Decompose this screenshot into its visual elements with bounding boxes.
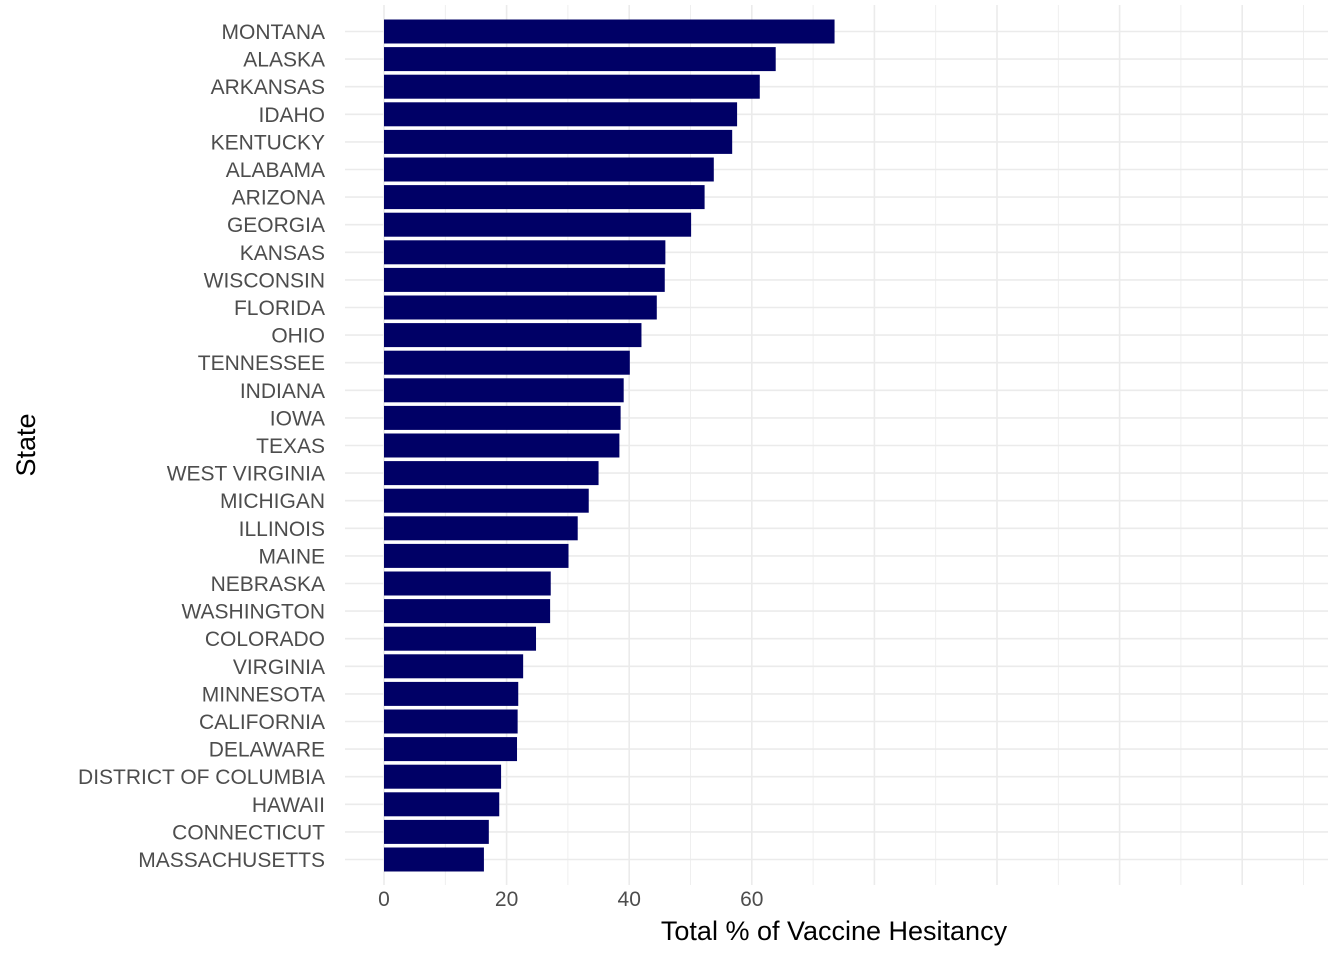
y-axis-tick-labels: MONTANA ALASKA ARKANSAS IDAHO KENTUCKY ALABAM… (78, 21, 325, 872)
bar (384, 709, 518, 734)
y-tick-label: COLORADO (205, 628, 325, 651)
y-tick-label: DISTRICT OF COLUMBIA (78, 766, 325, 789)
bar (384, 102, 738, 127)
y-tick-label: ALABAMA (226, 159, 325, 182)
y-tick-label: ARKANSAS (211, 76, 325, 99)
y-tick-label: WEST VIRGINIA (167, 463, 325, 486)
bar (384, 543, 569, 568)
y-tick-label: CONNECTICUT (172, 821, 325, 844)
y-tick-label: MICHIGAN (220, 490, 325, 513)
bar (384, 405, 621, 430)
y-tick-label: MAINE (258, 545, 325, 568)
bar (384, 129, 733, 154)
bar (384, 267, 665, 292)
y-tick-label: DELAWARE (209, 739, 325, 762)
y-tick-label: WASHINGTON (181, 601, 325, 624)
bar (384, 764, 502, 789)
bar (384, 74, 760, 99)
y-tick-label: ARIZONA (232, 187, 325, 210)
bar (384, 599, 551, 624)
bar (384, 433, 620, 458)
x-axis-title: Total % of Vaccine Hesitancy (661, 916, 1008, 946)
bar (384, 626, 537, 651)
bar (384, 516, 578, 541)
bar (384, 323, 642, 348)
bar (384, 847, 484, 872)
y-tick-label: IOWA (270, 407, 325, 430)
bar (384, 571, 551, 596)
y-tick-label: ILLINOIS (239, 518, 325, 541)
x-axis-tick-labels: 0 20 40 60 (378, 888, 763, 911)
bar (384, 240, 666, 265)
bar (384, 212, 692, 237)
y-tick-label: MASSACHUSETTS (138, 849, 325, 872)
bar (384, 295, 657, 320)
x-tick-label: 60 (740, 888, 763, 911)
y-tick-label: MONTANA (222, 21, 325, 44)
y-tick-label: IDAHO (258, 104, 325, 127)
x-tick-label: 40 (618, 888, 641, 911)
y-tick-label: TENNESSEE (198, 352, 325, 375)
bar (384, 350, 630, 375)
x-tick-label: 20 (495, 888, 518, 911)
y-tick-label: KANSAS (240, 242, 325, 265)
y-tick-label: KENTUCKY (211, 131, 325, 154)
bar (384, 19, 835, 44)
y-tick-label: WISCONSIN (204, 269, 325, 292)
y-tick-label: FLORIDA (234, 297, 325, 320)
y-tick-label: CALIFORNIA (199, 711, 325, 734)
bar (384, 488, 589, 513)
y-tick-label: OHIO (271, 325, 325, 348)
y-tick-label: VIRGINIA (233, 656, 325, 679)
y-tick-label: TEXAS (256, 435, 325, 458)
bar (384, 461, 599, 486)
bar (384, 737, 518, 762)
bar (384, 378, 624, 403)
bar (384, 654, 524, 679)
y-tick-label: NEBRASKA (211, 573, 325, 596)
y-tick-label: GEORGIA (227, 214, 325, 237)
y-axis-title: State (11, 413, 41, 476)
y-tick-label: MINNESOTA (202, 683, 325, 706)
y-tick-label: INDIANA (240, 380, 325, 403)
y-tick-label: ALASKA (243, 49, 325, 72)
bars (384, 19, 835, 872)
bar (384, 819, 489, 844)
y-tick-label: HAWAII (252, 794, 325, 817)
bar (384, 185, 705, 210)
bar (384, 47, 776, 72)
bar (384, 681, 519, 706)
x-tick-label: 0 (378, 888, 390, 911)
bar (384, 157, 714, 182)
bar (384, 792, 500, 817)
